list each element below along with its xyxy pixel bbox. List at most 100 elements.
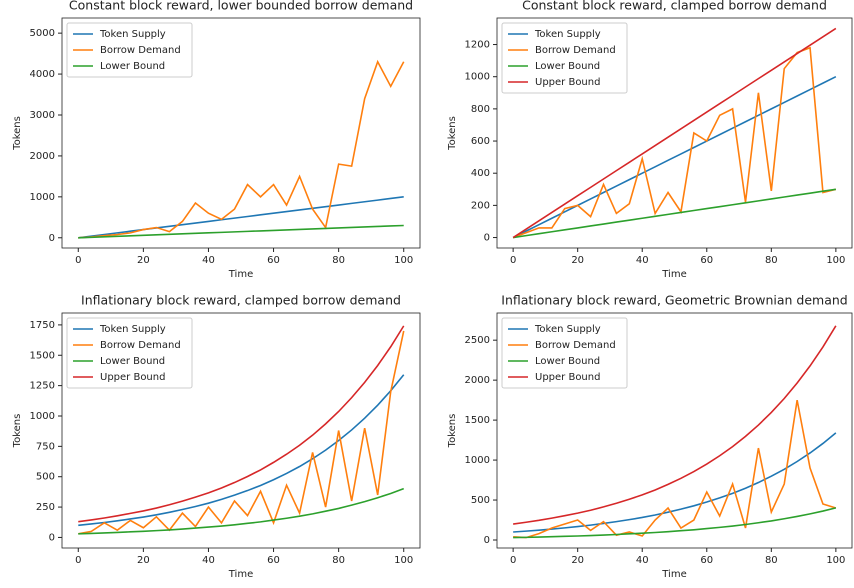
series-group [512, 27, 837, 239]
legend-label: Token Supply [534, 324, 601, 335]
plot-frame [61, 312, 421, 549]
y-tick-label: 0 [484, 233, 490, 244]
series-line [78, 325, 405, 523]
legend-label: Lower Bound [535, 61, 600, 72]
y-tick-label: 800 [471, 104, 490, 115]
legend-label: Borrow Demand [100, 340, 181, 351]
x-axis-label: Time [228, 269, 253, 280]
x-tick-label: 80 [332, 255, 345, 266]
y-tick-label: 2000 [30, 151, 55, 162]
plot-frame [496, 312, 853, 549]
series-line [513, 507, 837, 539]
x-tick-label: 20 [571, 555, 584, 566]
legend-label: Lower Bound [535, 356, 600, 367]
chart-title: Inflationary block reward, Geometric Bro… [501, 293, 847, 308]
series-line [78, 374, 405, 527]
x-tick-label: 80 [765, 255, 778, 266]
series-line [78, 487, 405, 535]
x-tick-label: 40 [636, 555, 649, 566]
x-tick-label: 40 [636, 255, 649, 266]
series-line [512, 27, 837, 239]
y-tick-label: 0 [49, 532, 55, 543]
legend-box [501, 22, 628, 94]
legend-label: Upper Bound [100, 372, 165, 383]
x-tick-label: 20 [137, 555, 150, 566]
y-tick-label: 1000 [30, 411, 55, 422]
y-tick-label: 1250 [30, 381, 55, 392]
x-tick-label: 100 [826, 255, 845, 266]
legend-label: Borrow Demand [535, 45, 616, 56]
legend-box [66, 22, 193, 78]
series-line [78, 330, 405, 535]
y-tick-label: 1000 [30, 192, 55, 203]
y-tick-label: 1000 [465, 72, 490, 83]
legend-label: Lower Bound [100, 356, 165, 367]
y-tick-label: 2500 [465, 335, 490, 346]
y-tick-label: 400 [471, 168, 490, 179]
legend-label: Lower Bound [100, 61, 165, 72]
series-line [513, 188, 836, 239]
series-line [513, 399, 837, 539]
x-tick-label: 20 [137, 255, 150, 266]
series-line [512, 46, 837, 239]
x-axis-label: Time [661, 569, 686, 580]
x-axis-label: Time [228, 569, 253, 580]
y-tick-label: 500 [36, 472, 55, 483]
y-tick-label: 1750 [30, 320, 55, 331]
y-axis-label: Tokens [12, 414, 23, 449]
y-tick-label: 5000 [30, 28, 55, 39]
legend-label: Upper Bound [535, 77, 600, 88]
y-tick-label: 1200 [465, 40, 490, 51]
y-tick-label: 200 [471, 200, 490, 211]
series-line [78, 224, 404, 239]
y-tick-label: 1000 [465, 455, 490, 466]
chart-title: Constant block reward, clamped borrow de… [522, 0, 827, 13]
x-tick-label: 0 [510, 255, 516, 266]
plot-frame [496, 17, 853, 249]
legend-label: Upper Bound [535, 372, 600, 383]
series-line [78, 196, 404, 239]
x-tick-label: 80 [332, 555, 345, 566]
x-axis-label: Time [661, 269, 686, 280]
y-tick-label: 0 [49, 233, 55, 244]
x-tick-label: 0 [75, 255, 81, 266]
y-tick-label: 500 [471, 495, 490, 506]
legend-label: Borrow Demand [100, 45, 181, 56]
y-axis-label: Tokens [447, 116, 458, 151]
y-tick-label: 4000 [30, 69, 55, 80]
series-line [513, 432, 837, 533]
series-group [78, 59, 405, 239]
legend-box [66, 317, 193, 389]
y-axis-label: Tokens [447, 414, 458, 449]
legend-label: Token Supply [534, 29, 601, 40]
x-tick-label: 60 [267, 555, 280, 566]
x-tick-label: 40 [202, 555, 215, 566]
series-line [78, 59, 405, 239]
x-tick-label: 100 [394, 255, 413, 266]
x-tick-label: 0 [75, 555, 81, 566]
legend-label: Token Supply [99, 324, 166, 335]
series-line [513, 325, 837, 525]
plot-frame [61, 17, 421, 249]
y-tick-label: 600 [471, 136, 490, 147]
x-tick-label: 60 [267, 255, 280, 266]
y-tick-label: 1500 [30, 350, 55, 361]
series-group [513, 325, 837, 539]
y-tick-label: 250 [36, 502, 55, 513]
subplot: Constant block reward, clamped borrow de… [447, 0, 853, 280]
subplot: Inflationary block reward, Geometric Bro… [447, 293, 853, 580]
legend-box [501, 317, 628, 389]
legend-label: Token Supply [99, 29, 166, 40]
x-tick-label: 100 [826, 555, 845, 566]
chart-title: Constant block reward, lower bounded bor… [69, 0, 413, 13]
subplot: Inflationary block reward, clamped borro… [12, 293, 421, 580]
y-tick-label: 3000 [30, 110, 55, 121]
x-tick-label: 20 [571, 255, 584, 266]
x-tick-label: 100 [394, 555, 413, 566]
x-tick-label: 40 [202, 255, 215, 266]
legend-label: Borrow Demand [535, 340, 616, 351]
y-tick-label: 0 [484, 535, 490, 546]
series-group [78, 325, 405, 535]
